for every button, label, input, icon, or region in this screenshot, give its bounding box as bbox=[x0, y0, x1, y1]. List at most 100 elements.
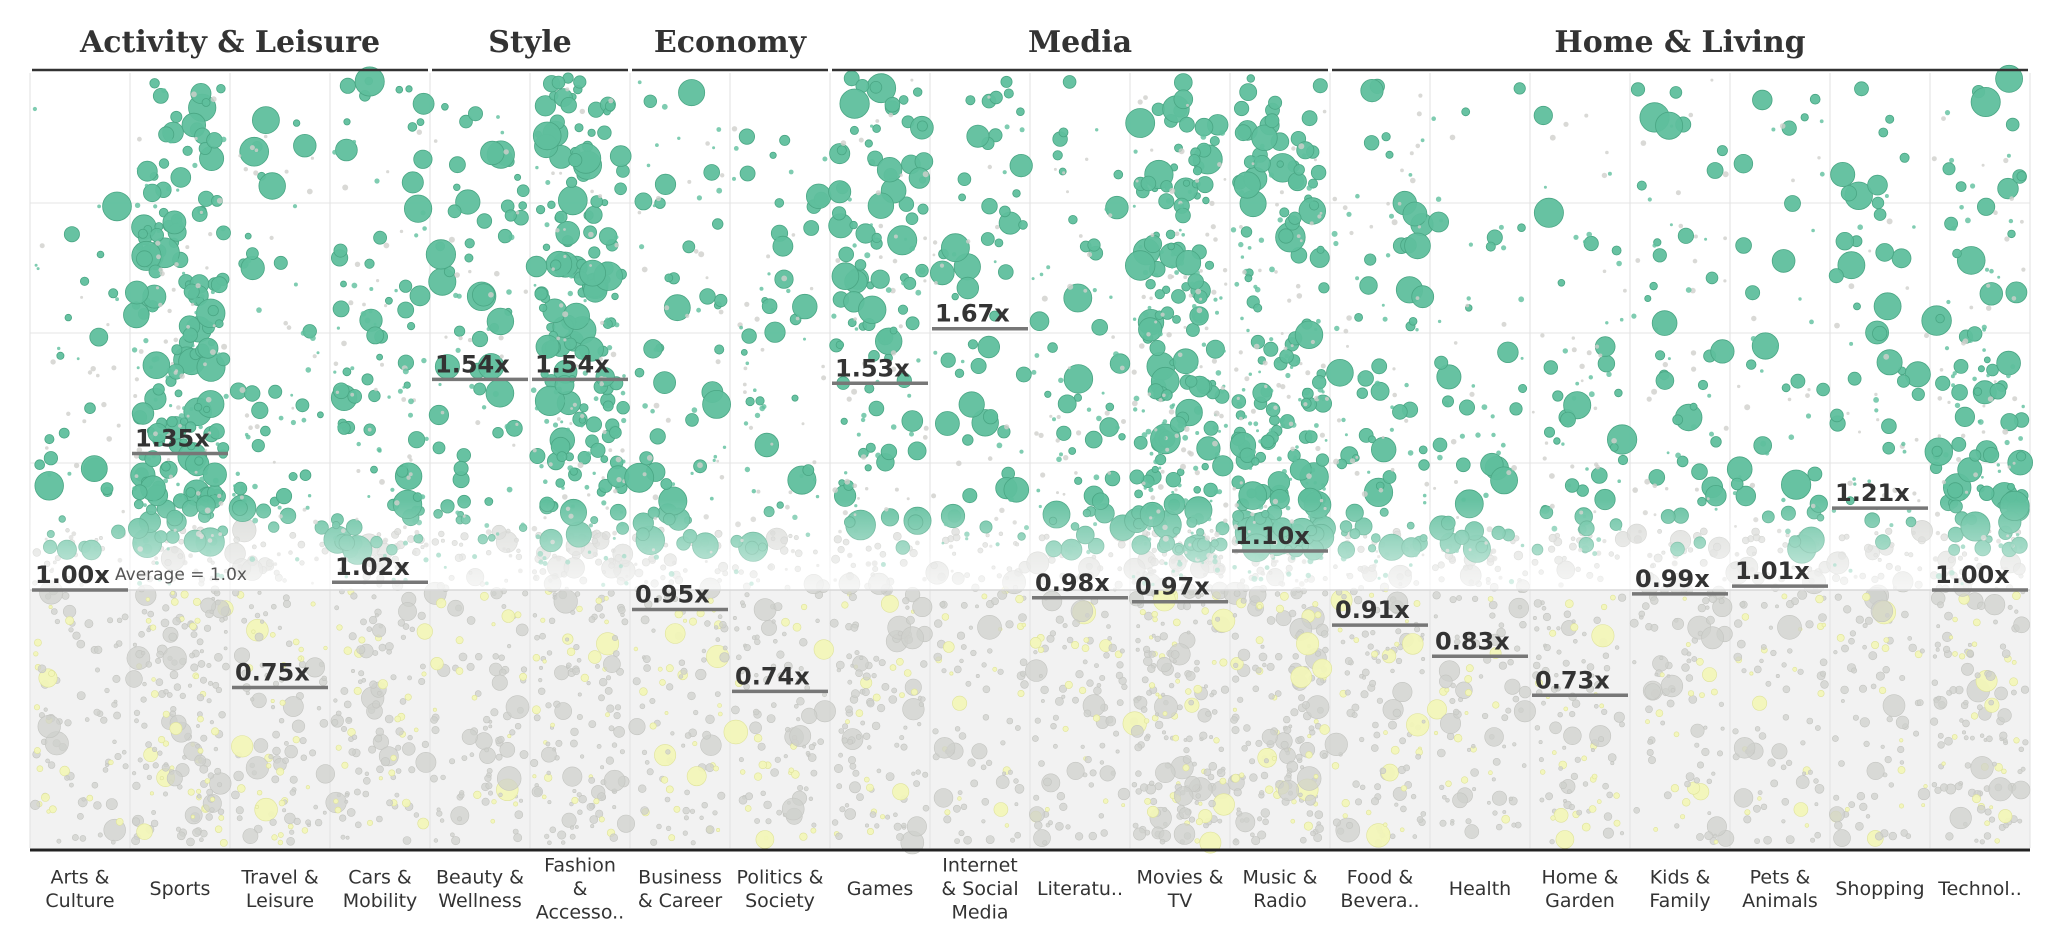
bubble bbox=[813, 700, 836, 723]
bubble bbox=[1388, 720, 1397, 730]
bubble bbox=[1340, 639, 1346, 645]
bubble bbox=[1219, 777, 1227, 785]
bubble bbox=[206, 698, 212, 704]
bubble bbox=[186, 349, 190, 353]
bubble bbox=[1318, 282, 1330, 294]
bubble bbox=[714, 293, 728, 308]
bubble bbox=[1113, 730, 1120, 737]
bubble bbox=[899, 173, 903, 177]
bubble bbox=[430, 656, 444, 671]
bubble bbox=[596, 744, 602, 749]
bubble bbox=[839, 806, 846, 813]
bubble bbox=[822, 156, 828, 162]
bubble bbox=[1263, 341, 1279, 357]
bubble bbox=[333, 698, 338, 703]
bubble bbox=[1720, 726, 1725, 731]
bubble bbox=[1414, 288, 1421, 295]
bubble bbox=[1070, 599, 1094, 623]
bubble bbox=[649, 722, 657, 730]
bubble bbox=[1337, 627, 1343, 633]
bubble bbox=[554, 702, 573, 720]
bubble bbox=[1056, 456, 1062, 463]
bubble bbox=[605, 712, 610, 718]
bubble bbox=[1029, 636, 1042, 649]
bubble bbox=[835, 340, 845, 349]
bubble bbox=[160, 618, 170, 628]
bubble bbox=[745, 673, 751, 679]
bubble bbox=[1651, 388, 1658, 395]
bubble bbox=[1268, 172, 1274, 178]
bubble bbox=[253, 738, 269, 753]
bubble bbox=[1545, 792, 1553, 801]
bubble bbox=[1269, 266, 1275, 273]
bubble bbox=[444, 335, 448, 339]
bubble bbox=[203, 624, 212, 632]
bubble bbox=[1119, 648, 1125, 654]
bubble bbox=[740, 348, 748, 356]
bubble bbox=[874, 823, 880, 829]
bubble bbox=[466, 662, 475, 671]
bubble bbox=[598, 694, 605, 702]
bubble bbox=[212, 681, 220, 689]
bubble bbox=[1682, 596, 1687, 601]
bubble bbox=[898, 324, 903, 329]
bubble bbox=[605, 675, 611, 681]
bubble bbox=[760, 790, 766, 796]
bubble bbox=[1067, 366, 1071, 370]
bubble bbox=[1074, 471, 1078, 475]
bubble bbox=[1121, 683, 1128, 691]
bubble bbox=[407, 122, 418, 132]
bubble bbox=[297, 656, 302, 661]
bubble bbox=[182, 271, 186, 275]
bubble bbox=[1099, 765, 1116, 782]
bubble bbox=[407, 431, 426, 449]
bubble bbox=[1043, 777, 1052, 787]
bubble bbox=[1224, 282, 1228, 286]
bubble bbox=[1065, 824, 1071, 830]
bubble bbox=[547, 840, 552, 846]
bubble bbox=[1467, 747, 1472, 752]
bubble bbox=[266, 763, 272, 769]
bubble bbox=[515, 623, 529, 637]
bubble bbox=[254, 804, 259, 809]
bubble bbox=[337, 424, 343, 430]
bubble bbox=[1310, 339, 1315, 345]
bubble bbox=[614, 704, 622, 711]
bubble bbox=[1517, 604, 1523, 610]
bubble bbox=[316, 351, 320, 355]
bubble bbox=[343, 700, 352, 709]
bubble bbox=[1633, 806, 1640, 814]
bubble bbox=[421, 671, 427, 677]
bubble bbox=[1138, 317, 1163, 342]
bubble bbox=[682, 806, 690, 815]
bubble bbox=[1058, 127, 1069, 138]
bubble bbox=[890, 424, 897, 430]
bubble bbox=[857, 497, 860, 500]
bubble bbox=[1148, 487, 1154, 493]
bubble bbox=[1324, 732, 1348, 757]
bubble bbox=[922, 171, 929, 178]
bubble bbox=[1723, 425, 1729, 431]
bubble bbox=[1360, 79, 1384, 103]
bubble bbox=[151, 810, 156, 815]
bubble bbox=[1707, 393, 1712, 398]
bubble bbox=[1432, 437, 1448, 453]
bubble bbox=[565, 87, 570, 92]
bubble bbox=[875, 190, 881, 196]
bubble bbox=[564, 337, 577, 351]
bubble bbox=[1131, 400, 1138, 407]
bubble bbox=[890, 287, 896, 294]
bubble bbox=[1238, 190, 1245, 197]
bubble bbox=[876, 156, 903, 183]
bubble bbox=[286, 640, 293, 647]
bubble bbox=[1211, 358, 1217, 364]
bubble bbox=[269, 818, 277, 826]
bubble bbox=[1150, 233, 1155, 238]
bubble bbox=[1539, 769, 1546, 775]
bubble bbox=[292, 638, 300, 646]
bubble bbox=[1115, 671, 1124, 680]
bubble bbox=[1280, 740, 1289, 749]
bubble bbox=[981, 197, 998, 215]
bubble bbox=[214, 825, 223, 833]
bubble bbox=[268, 754, 274, 760]
